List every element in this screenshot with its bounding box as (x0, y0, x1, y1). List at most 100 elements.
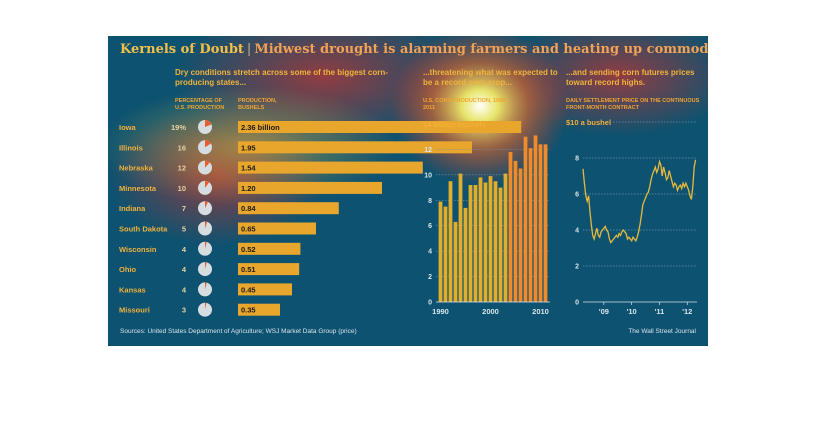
title-separator: | (246, 42, 252, 57)
y-tick-label: 2 (575, 264, 579, 271)
production-bar (238, 222, 316, 235)
production-year-bar (478, 177, 483, 302)
y-tick-label: 8 (428, 198, 432, 205)
x-tick-label: 1990 (432, 307, 449, 316)
production-year-bar (528, 148, 533, 302)
chart2-unit-label: 14 billion bushels (423, 120, 486, 129)
production-year-bar (473, 185, 478, 302)
percent-label: 4 (182, 265, 187, 274)
state-label: South Dakota (119, 225, 168, 234)
state-label: Nebraska (119, 164, 154, 173)
production-bar (238, 263, 300, 276)
y-tick-label: 4 (428, 249, 432, 256)
production-year-bar (543, 144, 548, 302)
production-year-bar (498, 187, 503, 302)
state-label: Kansas (119, 285, 146, 294)
infographic-title: Kernels of Doubt | Midwest drought is alar… (120, 42, 708, 57)
state-label: Indiana (119, 204, 146, 213)
production-value-label: 1.95 (241, 143, 256, 152)
x-tick-label: 2000 (482, 307, 499, 316)
production-year-bar (508, 152, 513, 302)
production-value-label: 0.52 (241, 245, 256, 254)
y-tick-label: 2 (428, 274, 432, 281)
percent-label: 4 (182, 285, 187, 294)
y-tick-label: 10 (424, 172, 432, 179)
production-year-bar (468, 185, 473, 302)
production-year-bar (443, 206, 448, 302)
x-tick-label: '10 (627, 307, 637, 316)
pie-slice (205, 282, 207, 290)
state-label: Ohio (119, 265, 136, 274)
y-tick-label: 0 (428, 300, 432, 307)
production-bar (238, 161, 423, 174)
x-tick-label: '11 (655, 307, 665, 316)
production-value-label: 2.36 billion (241, 123, 280, 132)
production-value-label: 1.20 (241, 184, 256, 193)
production-bar (238, 303, 280, 316)
us-production-chart: 14 billion bushels 0 2 4 6 8 10 12 1990 2000 2010 (423, 120, 550, 316)
production-value-label: 0.65 (241, 225, 256, 234)
y-tick-label: 0 (575, 300, 579, 307)
production-bar (238, 202, 339, 215)
pct-column-header: PERCENTAGE OF U.S. PRODUCTION (175, 98, 225, 111)
percent-label: 4 (182, 245, 187, 254)
production-year-bar (533, 135, 538, 302)
y-tick-label: 6 (575, 192, 579, 199)
state-label: Wisconsin (119, 245, 157, 254)
state-label: Illinois (119, 143, 143, 152)
production-year-bar (538, 144, 543, 302)
production-year-bar (438, 201, 443, 302)
source-note: Sources: United States Department of Agr… (120, 328, 357, 335)
production-year-bar (523, 136, 528, 302)
percent-label: 16 (178, 143, 186, 152)
percent-label: 12 (178, 164, 186, 173)
chart3-unit-label: $10 a bushel (566, 118, 611, 127)
percent-label: 10 (178, 184, 186, 193)
state-production-chart: Iowa 19% 2.36 billion Illinois 16 1.95 Nebrask… (119, 120, 522, 317)
production-year-bar (448, 181, 453, 302)
percent-label: 5 (182, 225, 186, 234)
production-value-label: 1.54 (241, 164, 256, 173)
production-year-bar (463, 207, 468, 302)
chart3-heading: ...and sending corn futures prices towar… (566, 68, 695, 87)
corn-price-chart: $10 a bushel 0 2 4 6 8 '09 '10 '11 '12 (566, 118, 697, 316)
credit: The Wall Street Journal (628, 328, 696, 335)
main-subtitle: Midwest drought is alarming farmers and … (254, 42, 708, 57)
production-year-bar (483, 182, 488, 302)
chart2-heading: ...threatening what was expected to be a… (423, 68, 558, 87)
main-title: Kernels of Doubt (120, 42, 244, 57)
production-year-bar (513, 160, 518, 302)
state-label: Minnesota (119, 184, 157, 193)
pie-slice (205, 302, 207, 310)
production-value-label: 0.84 (241, 204, 256, 213)
state-label: Missouri (119, 306, 150, 315)
percent-label: 19% (171, 123, 186, 132)
pie-slice (205, 160, 210, 168)
production-year-bar (453, 221, 458, 302)
production-bar (238, 141, 472, 154)
y-tick-label: 8 (575, 156, 579, 163)
production-year-bar (488, 176, 493, 302)
percent-label: 7 (182, 204, 186, 213)
x-tick-label: 2010 (532, 307, 549, 316)
pie-slice (205, 120, 212, 127)
production-year-bar (458, 173, 463, 302)
pie-slice (205, 262, 207, 270)
production-bar (238, 242, 301, 255)
chart3-subheading: DAILY SETTLEMENT PRICE ON THE CONTINUOUS… (566, 98, 700, 111)
production-value-label: 0.45 (241, 285, 256, 294)
y-tick-label: 12 (424, 147, 432, 154)
production-year-bar (493, 181, 498, 302)
x-tick-label: '12 (682, 307, 692, 316)
production-year-bar (518, 168, 523, 302)
pie-slice (205, 241, 207, 249)
pie-slice (205, 201, 208, 209)
chart1-heading: Dry conditions stretch across some of th… (175, 68, 388, 87)
pie-slice (205, 140, 211, 148)
production-value-label: 0.51 (241, 265, 256, 274)
y-tick-label: 4 (575, 228, 579, 235)
price-line (582, 159, 697, 244)
production-year-bar (503, 173, 508, 302)
y-tick-label: 6 (428, 223, 432, 230)
pie-slice (205, 221, 208, 229)
